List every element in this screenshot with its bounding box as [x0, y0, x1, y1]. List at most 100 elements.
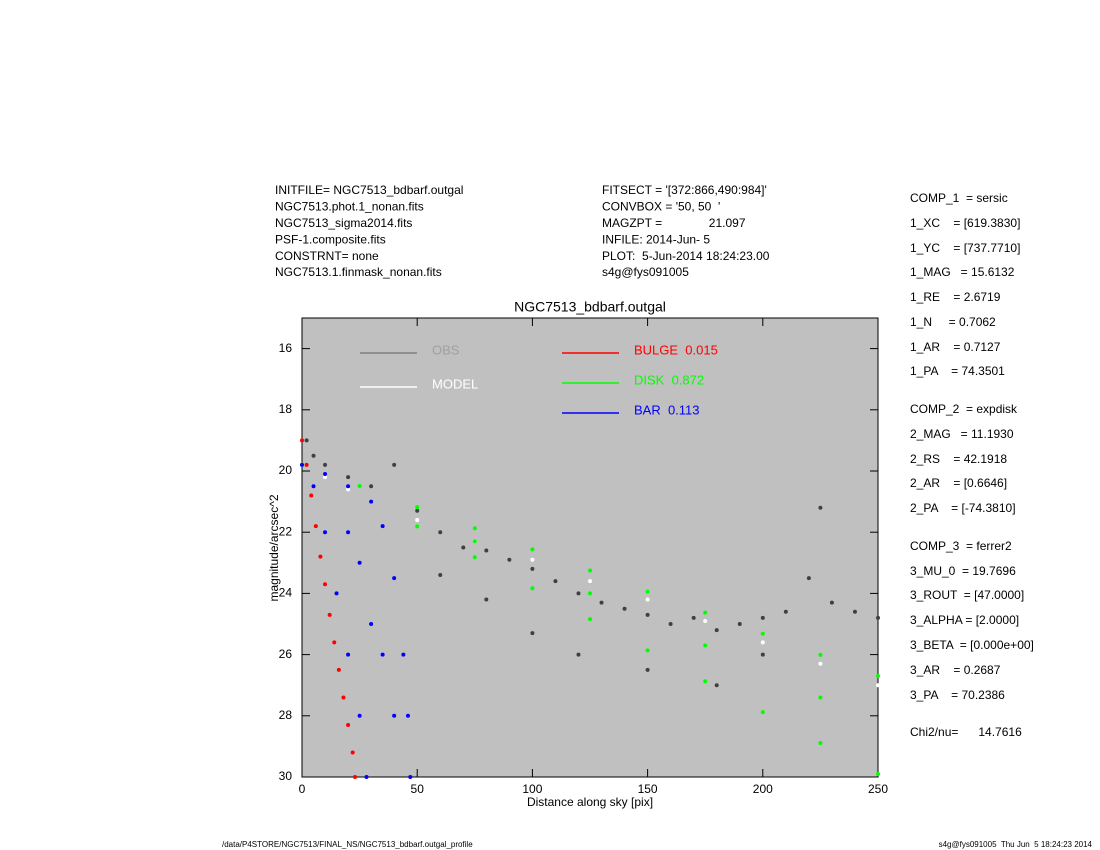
data-point [645, 648, 650, 653]
data-point [346, 487, 351, 492]
data-point [300, 438, 304, 443]
data-point [760, 615, 765, 620]
data-point [691, 615, 696, 620]
data-point [622, 606, 627, 611]
data-point [553, 579, 558, 584]
data-point [415, 517, 420, 522]
data-point [364, 775, 369, 779]
data-point [760, 652, 765, 657]
footer-path: /data/P4STORE/NGC7513/FINAL_NS/NGC7513_b… [222, 840, 473, 849]
data-point [311, 453, 316, 458]
data-point [760, 640, 765, 645]
data-point [352, 775, 357, 779]
data-point [346, 652, 351, 657]
x-axis-label: Distance along sky [pix] [527, 795, 653, 809]
data-point [876, 674, 880, 679]
data-point [760, 710, 765, 715]
data-point [876, 683, 880, 688]
data-point [645, 612, 650, 617]
data-point [829, 600, 834, 605]
header-line: CONSTRNT= none [275, 249, 379, 263]
data-point [300, 462, 304, 467]
data-point [408, 775, 413, 779]
component-parameter: 2_RS = 42.1918 [910, 452, 1007, 466]
data-point [334, 591, 339, 596]
header-line: NGC7513.1.finmask_nonan.fits [275, 265, 442, 279]
data-point [405, 713, 410, 718]
data-point [336, 667, 341, 672]
data-point [392, 576, 397, 581]
y-tick-label: 26 [279, 647, 293, 661]
data-point [576, 591, 581, 596]
component-parameter: 3_ROUT = [47.0000] [910, 588, 1024, 602]
data-point [341, 695, 346, 700]
y-tick-label: 16 [279, 341, 293, 355]
header-line: s4g@fys091005 [602, 265, 689, 279]
component-parameter: 2_MAG = 11.1930 [910, 427, 1014, 441]
header-line: INFILE: 2014-Jun- 5 [602, 232, 710, 246]
component-parameter: 1_YC = [737.7710] [910, 241, 1020, 255]
data-point [588, 579, 592, 584]
data-point [327, 612, 332, 617]
data-point [818, 741, 823, 746]
footer-stamp: s4g@fys091005 Thu Jun 5 18:24:23 2014 [939, 840, 1093, 849]
component-parameter: Chi2/nu= 14.7616 [910, 725, 1022, 739]
data-point [472, 526, 477, 531]
data-point [392, 713, 397, 718]
data-point [530, 631, 535, 636]
data-point [645, 597, 650, 602]
header-line: INITFILE= NGC7513_bdbarf.outgal [275, 183, 463, 197]
legend-label: BULGE 0.015 [634, 342, 718, 357]
component-parameter: 1_N = 0.7062 [910, 315, 996, 329]
component-parameter: 1_XC = [619.3830] [910, 216, 1020, 230]
data-point [332, 640, 337, 645]
data-point [818, 652, 823, 657]
y-axis-label: magnitude/arcsec^2 [267, 494, 281, 601]
component-parameter: 3_MU_0 = 19.7696 [910, 564, 1016, 578]
data-point [323, 462, 328, 467]
header-line: PSF-1.composite.fits [275, 232, 386, 246]
data-point [645, 589, 650, 594]
data-point [323, 475, 328, 480]
data-point [806, 576, 811, 581]
header-line: CONVBOX = '50, 50 ' [602, 200, 720, 214]
data-point [876, 771, 880, 776]
data-point [576, 652, 581, 657]
data-point [304, 462, 309, 467]
data-point [323, 530, 328, 535]
data-point [304, 438, 309, 443]
data-point [369, 622, 374, 626]
component-parameter: 3_ALPHA = [2.0000] [910, 613, 1019, 627]
header-line: NGC7513_sigma2014.fits [275, 216, 412, 230]
chart-title: NGC7513_bdbarf.outgal [514, 299, 666, 315]
data-point [318, 554, 323, 559]
data-point [737, 622, 742, 626]
legend-label: BAR 0.113 [634, 402, 700, 417]
data-point [357, 713, 362, 718]
data-point [380, 652, 385, 657]
data-point [484, 548, 489, 553]
plot-area [301, 317, 879, 778]
component-parameter: COMP_2 = expdisk [910, 402, 1018, 416]
data-point [876, 615, 880, 620]
data-point [588, 568, 592, 573]
data-point [783, 609, 788, 614]
data-point [311, 484, 316, 489]
data-point [346, 722, 351, 727]
data-point [346, 484, 351, 489]
data-point [588, 617, 592, 622]
data-point [350, 750, 355, 755]
data-point [703, 643, 708, 648]
data-point [472, 539, 477, 544]
data-point [472, 555, 477, 560]
legend-label: OBS [432, 342, 460, 357]
x-tick-label: 250 [868, 782, 888, 796]
data-point [369, 484, 374, 489]
data-point [380, 524, 385, 529]
data-point [818, 695, 823, 700]
x-tick-label: 150 [638, 782, 658, 796]
data-point [461, 545, 466, 550]
data-point [588, 591, 592, 596]
data-point [415, 508, 420, 513]
